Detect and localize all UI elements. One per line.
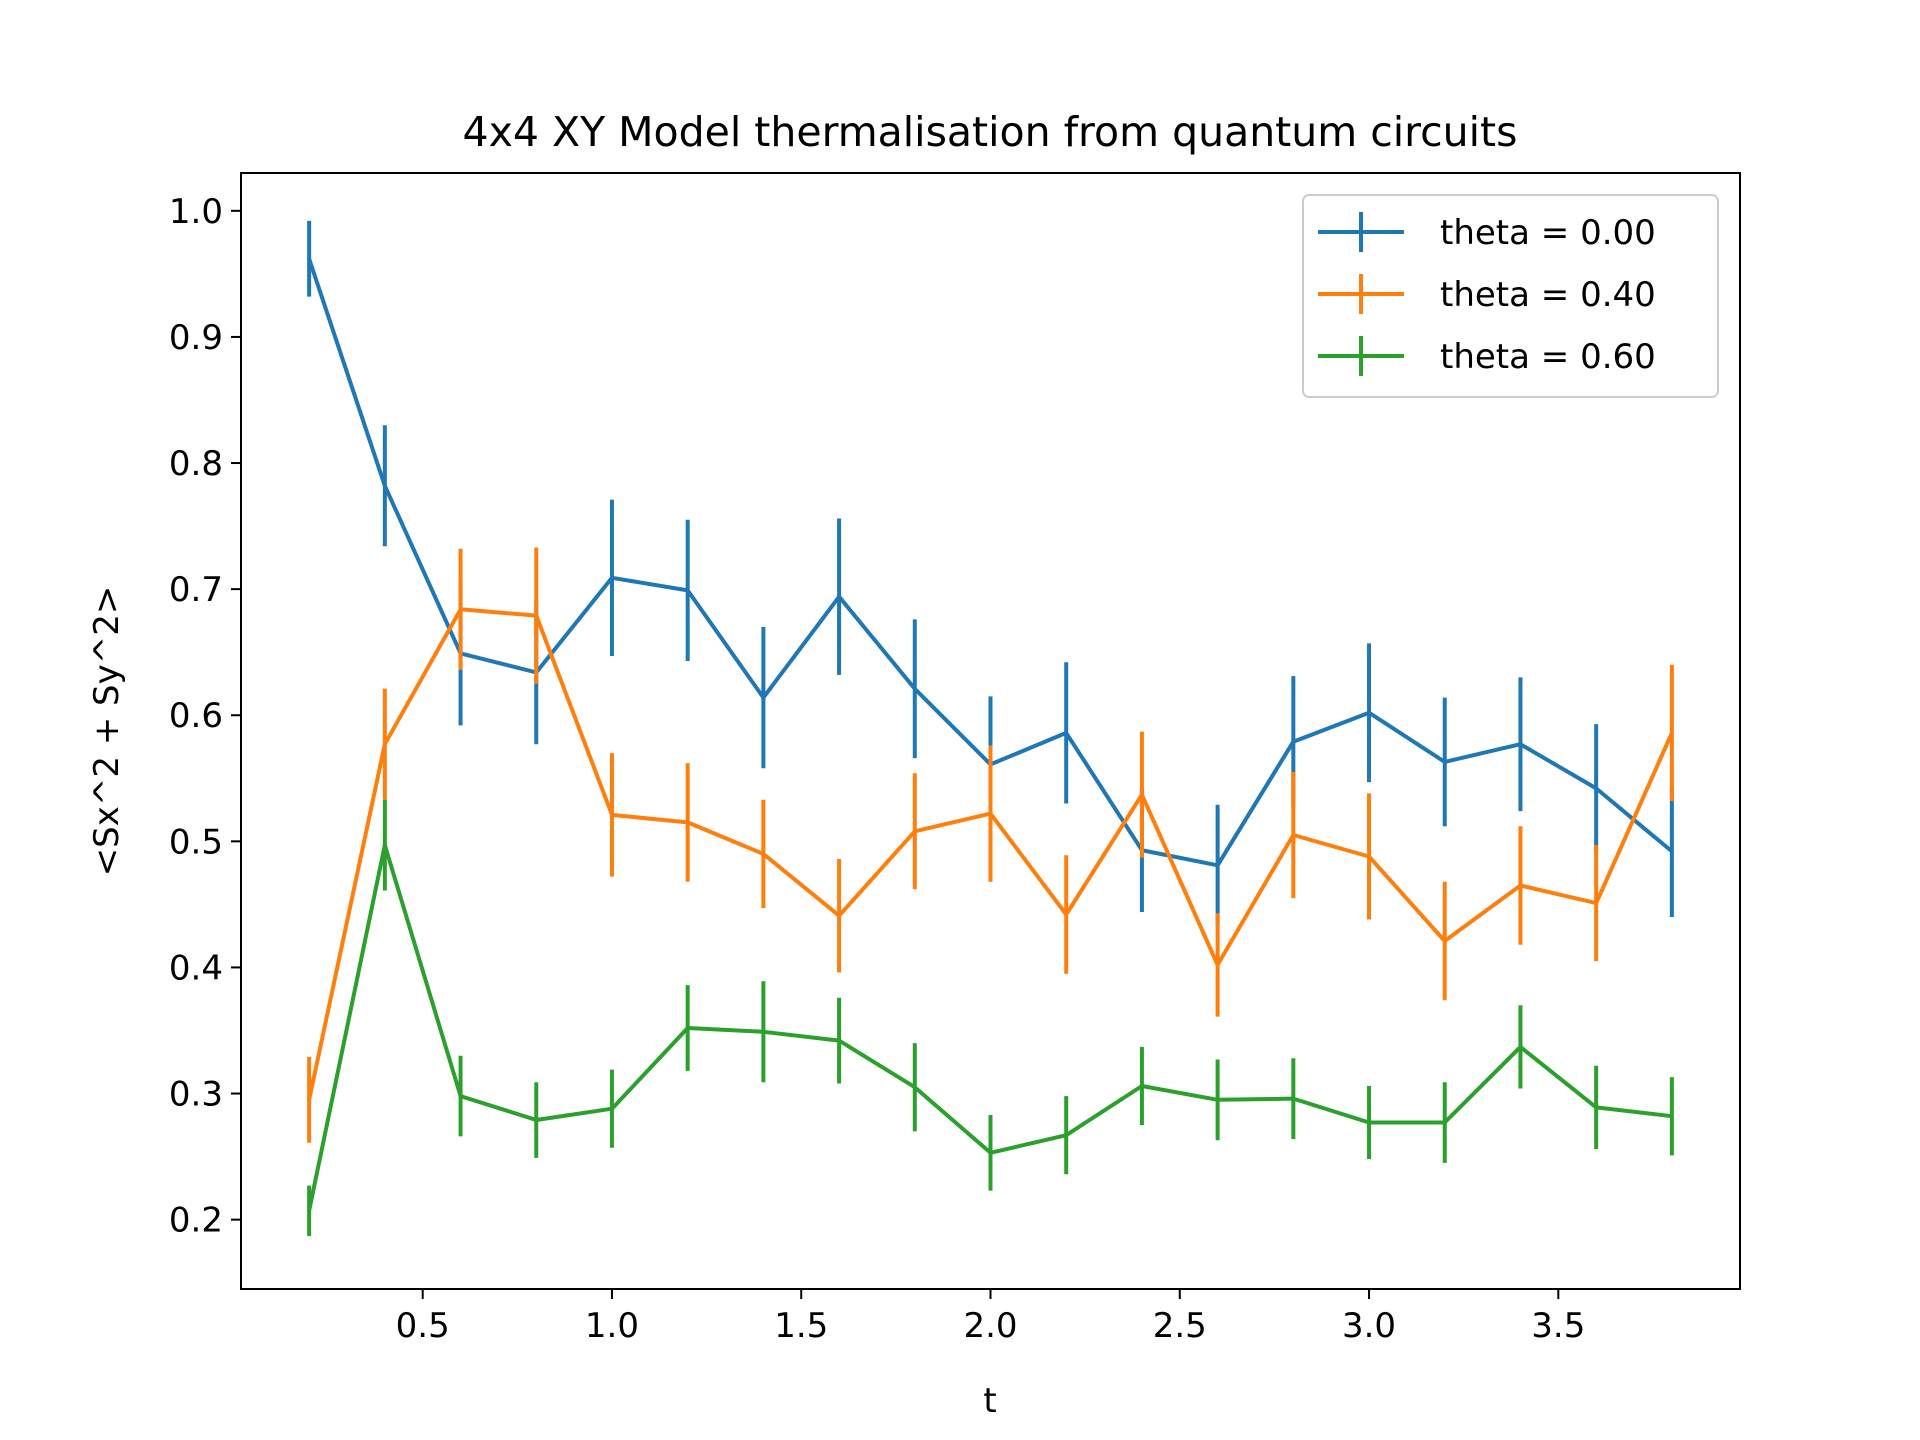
- y-tick-label: 0.4: [169, 948, 223, 988]
- series-line: [307, 607, 1674, 1101]
- y-axis: 0.2 0.3 0.4 0.5 0.6 0.7 0.8 0.9 1.0: [169, 192, 241, 1241]
- x-axis-label: t: [983, 1381, 996, 1421]
- y-tick-label: 0.9: [169, 318, 223, 358]
- legend-label: theta = 0.40: [1440, 275, 1656, 315]
- y-tick-label: 0.2: [169, 1201, 223, 1241]
- y-tick-label: 0.7: [169, 570, 223, 610]
- x-tick-label: 0.5: [396, 1306, 450, 1346]
- series-layer: [307, 220, 1674, 1237]
- series-1: [307, 547, 1674, 1143]
- y-tick-label: 0.5: [169, 822, 223, 862]
- series-2: [307, 799, 1674, 1237]
- x-tick-label: 2.5: [1153, 1306, 1207, 1346]
- series-line: [307, 843, 1673, 1212]
- legend-box: [1302, 194, 1719, 398]
- x-tick-label: 3.0: [1342, 1306, 1396, 1346]
- y-tick-label: 0.8: [169, 444, 223, 484]
- legend: theta = 0.00 theta = 0.40 theta = 0.60: [1302, 194, 1719, 398]
- y-tick-label: 0.6: [169, 696, 223, 736]
- chart-title: 4x4 XY Model thermalisation from quantum…: [463, 108, 1518, 156]
- legend-label: theta = 0.00: [1440, 213, 1656, 253]
- axes-frame: [240, 172, 1741, 1290]
- x-tick-label: 3.5: [1531, 1306, 1585, 1346]
- y-tick-label: 0.3: [169, 1075, 223, 1115]
- y-axis-label: <Sx^2 + Sy^2>: [87, 586, 127, 877]
- y-tick-label: 1.0: [169, 192, 223, 232]
- x-tick-label: 1.0: [585, 1306, 639, 1346]
- x-tick-label: 1.5: [774, 1306, 828, 1346]
- legend-label: theta = 0.60: [1440, 337, 1656, 377]
- legend-entry: theta = 0.00: [1318, 212, 1656, 253]
- legend-entry: theta = 0.60: [1318, 336, 1656, 377]
- legend-entry: theta = 0.40: [1318, 274, 1656, 315]
- x-axis: 0.5 1.0 1.5 2.0 2.5 3.0 3.5: [396, 1289, 1585, 1346]
- x-tick-label: 2.0: [963, 1306, 1017, 1346]
